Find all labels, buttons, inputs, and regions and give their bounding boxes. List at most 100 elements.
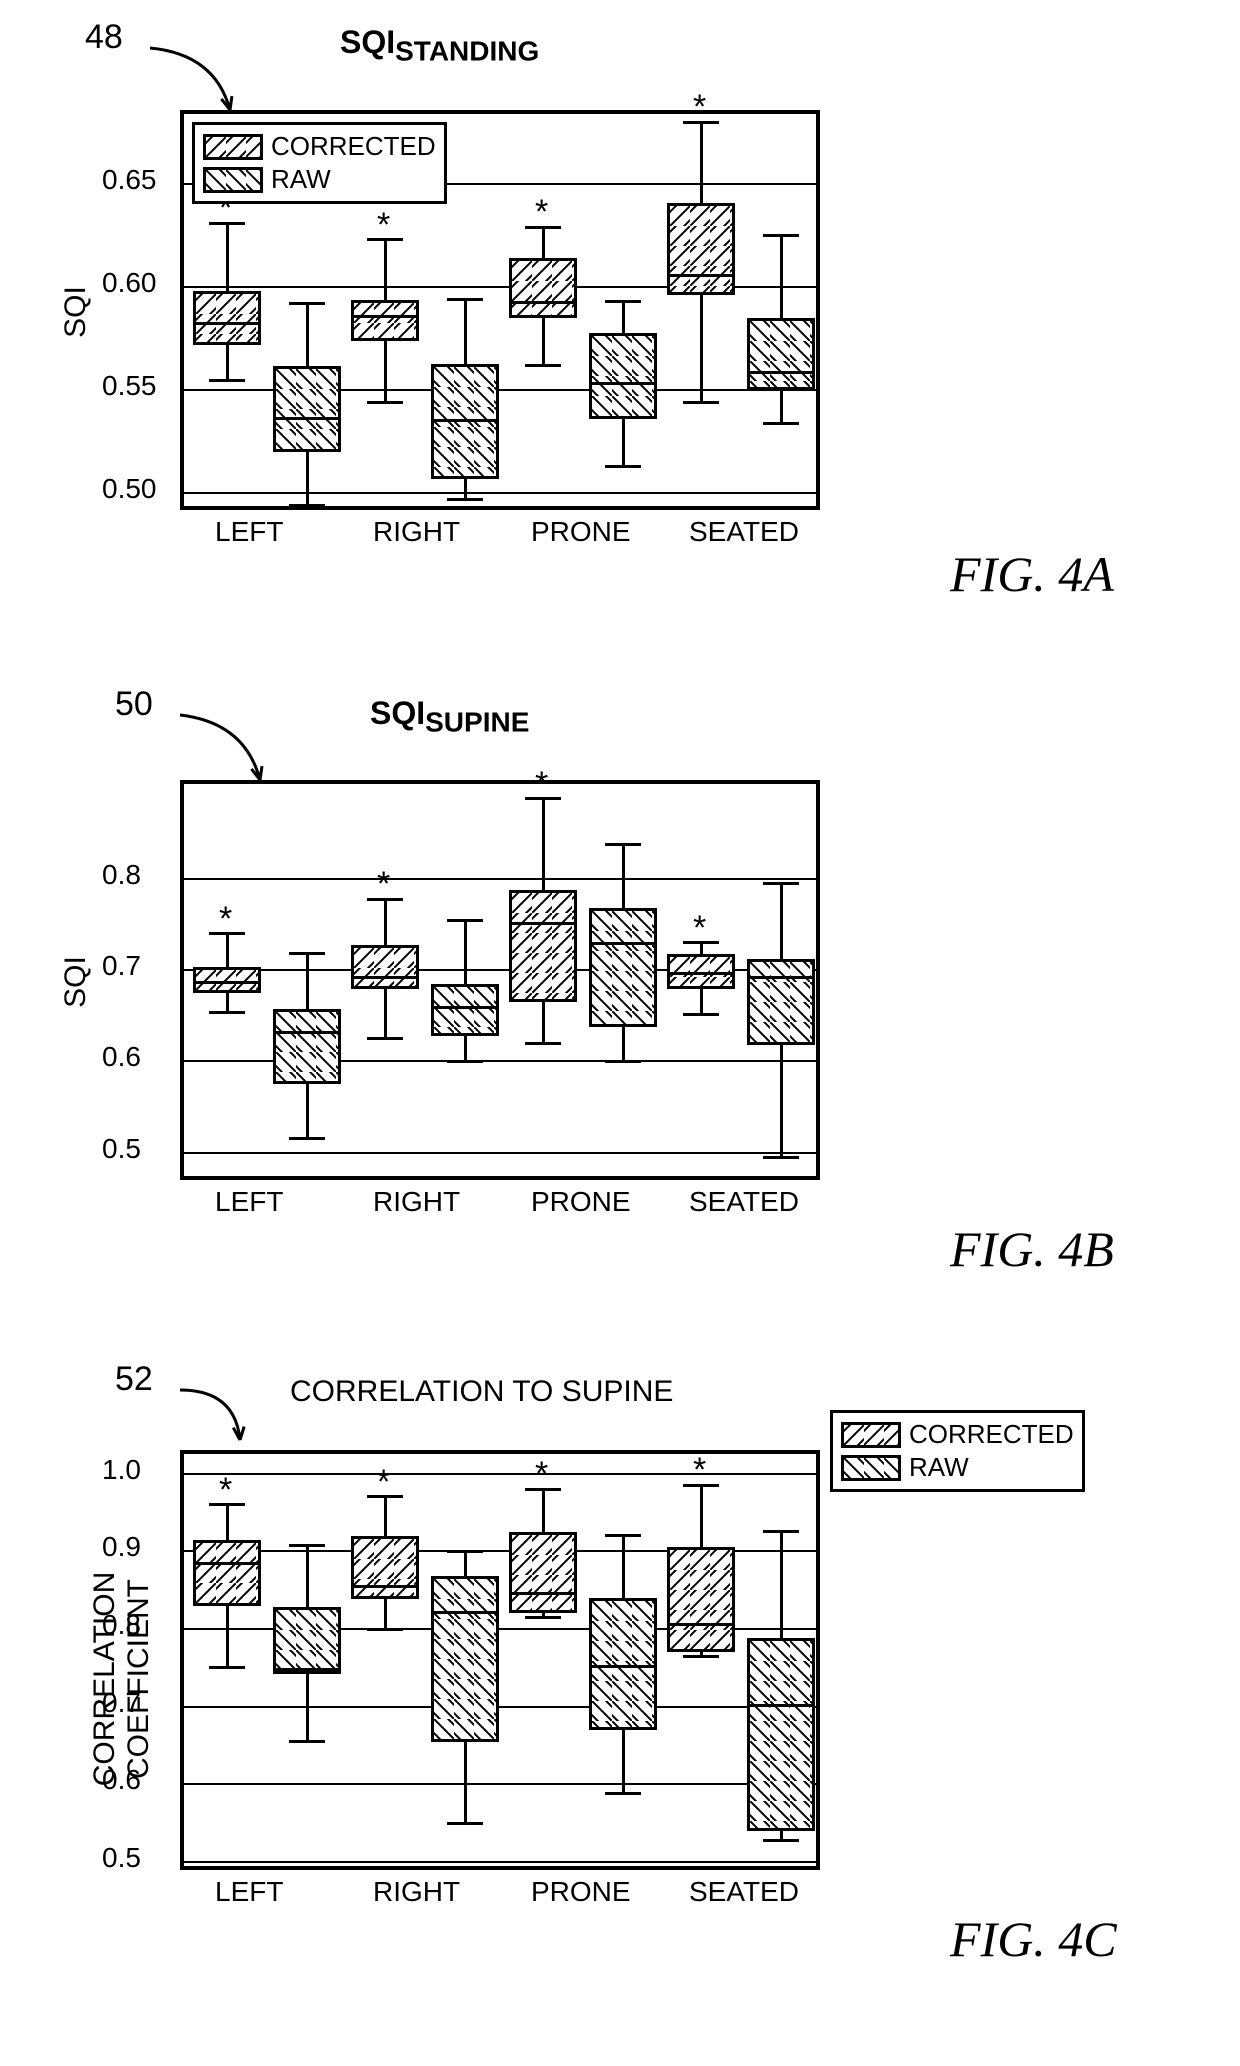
reference-number: 48 [85, 18, 123, 57]
median-line [273, 417, 341, 420]
median-line [509, 922, 577, 925]
significance-star: * [693, 88, 706, 127]
reference-number: 52 [115, 1360, 153, 1399]
reference-number: 50 [115, 685, 153, 724]
x-tick-label: SEATED [689, 1876, 799, 1908]
significance-star: * [219, 1471, 232, 1510]
median-line [747, 371, 815, 374]
box-raw [747, 318, 815, 390]
median-line [589, 942, 657, 945]
gridline [184, 1783, 816, 1785]
box-corrected [509, 890, 577, 1002]
legend-item: RAW [203, 164, 436, 195]
gridline [184, 1861, 816, 1863]
median-line [747, 1704, 815, 1707]
legend-item: RAW [841, 1452, 1074, 1483]
whisker-cap [525, 364, 561, 367]
median-line [351, 976, 419, 979]
figure-label: FIG. 4C [950, 1910, 1117, 1968]
median-line [193, 1562, 261, 1565]
whisker-cap [447, 298, 483, 301]
box-raw [431, 984, 499, 1036]
gridline [184, 878, 816, 880]
panel-title: SQISTANDING [340, 24, 539, 67]
y-axis-label: SQI [59, 956, 93, 1008]
significance-star: * [535, 193, 548, 232]
median-line [667, 972, 735, 975]
median-line [589, 1665, 657, 1668]
x-tick-label: PRONE [531, 516, 631, 548]
panel-title: CORRELATION TO SUPINE [290, 1375, 673, 1409]
x-tick-label: SEATED [689, 1186, 799, 1218]
box-raw [747, 1638, 815, 1831]
x-tick-label: PRONE [531, 1876, 631, 1908]
whisker-cap [447, 1550, 483, 1553]
y-tick-label: 1.0 [102, 1454, 141, 1486]
panel-title: SQISUPINE [370, 695, 529, 738]
reference-arrow [160, 1370, 260, 1460]
y-tick-label: 0.7 [102, 950, 141, 982]
whisker-cap [683, 1655, 719, 1658]
box-raw [589, 1598, 657, 1730]
plot-area: * * * * [180, 1450, 820, 1870]
figure-label: FIG. 4A [950, 545, 1114, 603]
median-line [351, 1585, 419, 1588]
whisker-cap [289, 302, 325, 305]
median-line [193, 322, 261, 325]
whisker-cap [683, 1013, 719, 1016]
significance-star: * [535, 765, 548, 804]
legend-swatch [203, 167, 263, 193]
box-corrected [509, 258, 577, 318]
median-line [509, 1592, 577, 1595]
legend-swatch [841, 1455, 901, 1481]
whisker-cap [447, 1822, 483, 1825]
box-corrected [667, 203, 735, 296]
plot-area: **** [180, 780, 820, 1180]
median-line [747, 976, 815, 979]
legend: CORRECTEDRAW [830, 1410, 1085, 1492]
box-corrected [351, 945, 419, 989]
whisker-cap [525, 1616, 561, 1619]
median-line [431, 419, 499, 422]
box-corrected [667, 1547, 735, 1652]
box-corrected [351, 300, 419, 341]
whisker-cap [605, 1534, 641, 1537]
significance-star: * [693, 1451, 706, 1490]
legend: CORRECTEDRAW [192, 122, 447, 204]
x-tick-label: RIGHT [373, 516, 460, 548]
y-tick-label: 0.6 [102, 1041, 141, 1073]
x-tick-label: LEFT [215, 516, 283, 548]
significance-star: * [377, 206, 390, 245]
significance-star: * [535, 1455, 548, 1494]
significance-star: * [219, 900, 232, 939]
gridline [184, 1473, 816, 1475]
median-line [509, 301, 577, 304]
box-corrected [193, 967, 261, 993]
significance-star: * [693, 909, 706, 948]
median-line [431, 1611, 499, 1614]
box-raw [273, 1607, 341, 1674]
legend-label: CORRECTED [909, 1419, 1074, 1450]
whisker-cap [367, 401, 403, 404]
whisker-cap [209, 1666, 245, 1669]
whisker-cap [605, 843, 641, 846]
legend-item: CORRECTED [203, 131, 436, 162]
median-line [273, 1668, 341, 1671]
figure-label: FIG. 4B [950, 1220, 1114, 1278]
whisker-cap [289, 952, 325, 955]
legend-label: RAW [271, 164, 331, 195]
y-tick-label: 0.55 [102, 370, 157, 402]
box-raw [747, 959, 815, 1045]
box-raw [431, 364, 499, 480]
x-tick-label: SEATED [689, 516, 799, 548]
significance-star: * [377, 1463, 390, 1502]
legend-item: CORRECTED [841, 1419, 1074, 1450]
whisker-cap [447, 498, 483, 501]
whisker-cap [605, 1060, 641, 1063]
whisker-cap [289, 1137, 325, 1140]
whisker-cap [763, 882, 799, 885]
whisker-cap [763, 1839, 799, 1842]
legend-swatch [203, 134, 263, 160]
plot-area: ****CORRECTEDRAW [180, 110, 820, 510]
legend-swatch [841, 1422, 901, 1448]
